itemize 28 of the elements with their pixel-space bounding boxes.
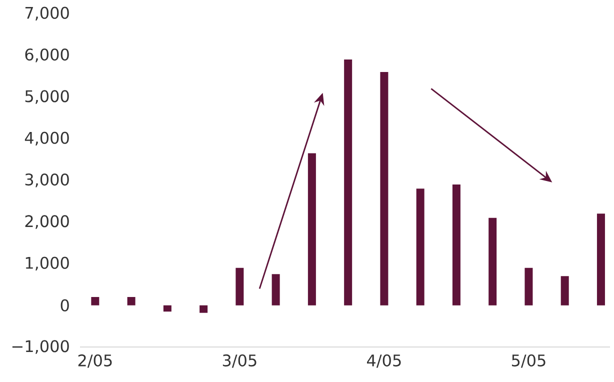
y-tick-label: 6,000 <box>25 48 69 62</box>
bar <box>308 153 316 306</box>
bar <box>524 268 533 306</box>
y-tick-label: 1,000 <box>26 256 69 271</box>
bar <box>560 276 569 306</box>
bar <box>200 305 208 313</box>
bar <box>91 297 100 306</box>
bar <box>380 72 388 306</box>
y-tick-label: 0 <box>60 299 69 312</box>
y-tick-label: 5,000 <box>25 90 69 104</box>
bar <box>163 305 172 312</box>
y-tick-label: 7,000 <box>25 6 69 21</box>
bar <box>416 188 424 306</box>
x-tick-label: 5/05 <box>512 354 546 368</box>
bar <box>596 214 605 306</box>
bar <box>452 184 460 306</box>
x-tick-label: 2/05 <box>78 354 112 368</box>
y-tick-label: 3,000 <box>25 173 69 188</box>
x-tick-label: 4/05 <box>367 354 401 368</box>
bar <box>488 218 497 306</box>
y-tick-label: −1,000 <box>12 340 69 354</box>
bar <box>236 268 244 306</box>
bar <box>272 274 280 306</box>
bar <box>344 60 352 306</box>
bar <box>127 297 136 306</box>
y-tick-label: 4,000 <box>24 132 69 146</box>
x-tick-label: 3/05 <box>222 354 256 368</box>
y-tick-label: 2,000 <box>25 215 69 229</box>
